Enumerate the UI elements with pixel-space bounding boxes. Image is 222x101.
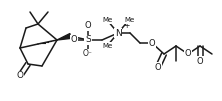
Text: O: O <box>71 35 77 45</box>
Text: O⁻: O⁻ <box>83 49 93 58</box>
Polygon shape <box>57 34 70 40</box>
Text: S: S <box>85 35 91 45</box>
Text: Me: Me <box>102 17 112 23</box>
Text: Me: Me <box>102 43 112 49</box>
Text: O: O <box>155 63 161 72</box>
Text: O: O <box>197 56 203 66</box>
Text: N: N <box>115 28 121 37</box>
Text: O: O <box>16 72 24 80</box>
Text: O: O <box>149 38 155 47</box>
Text: O: O <box>85 22 91 31</box>
Text: O: O <box>185 49 191 58</box>
Text: +: + <box>123 21 129 29</box>
Text: Me: Me <box>124 17 134 23</box>
